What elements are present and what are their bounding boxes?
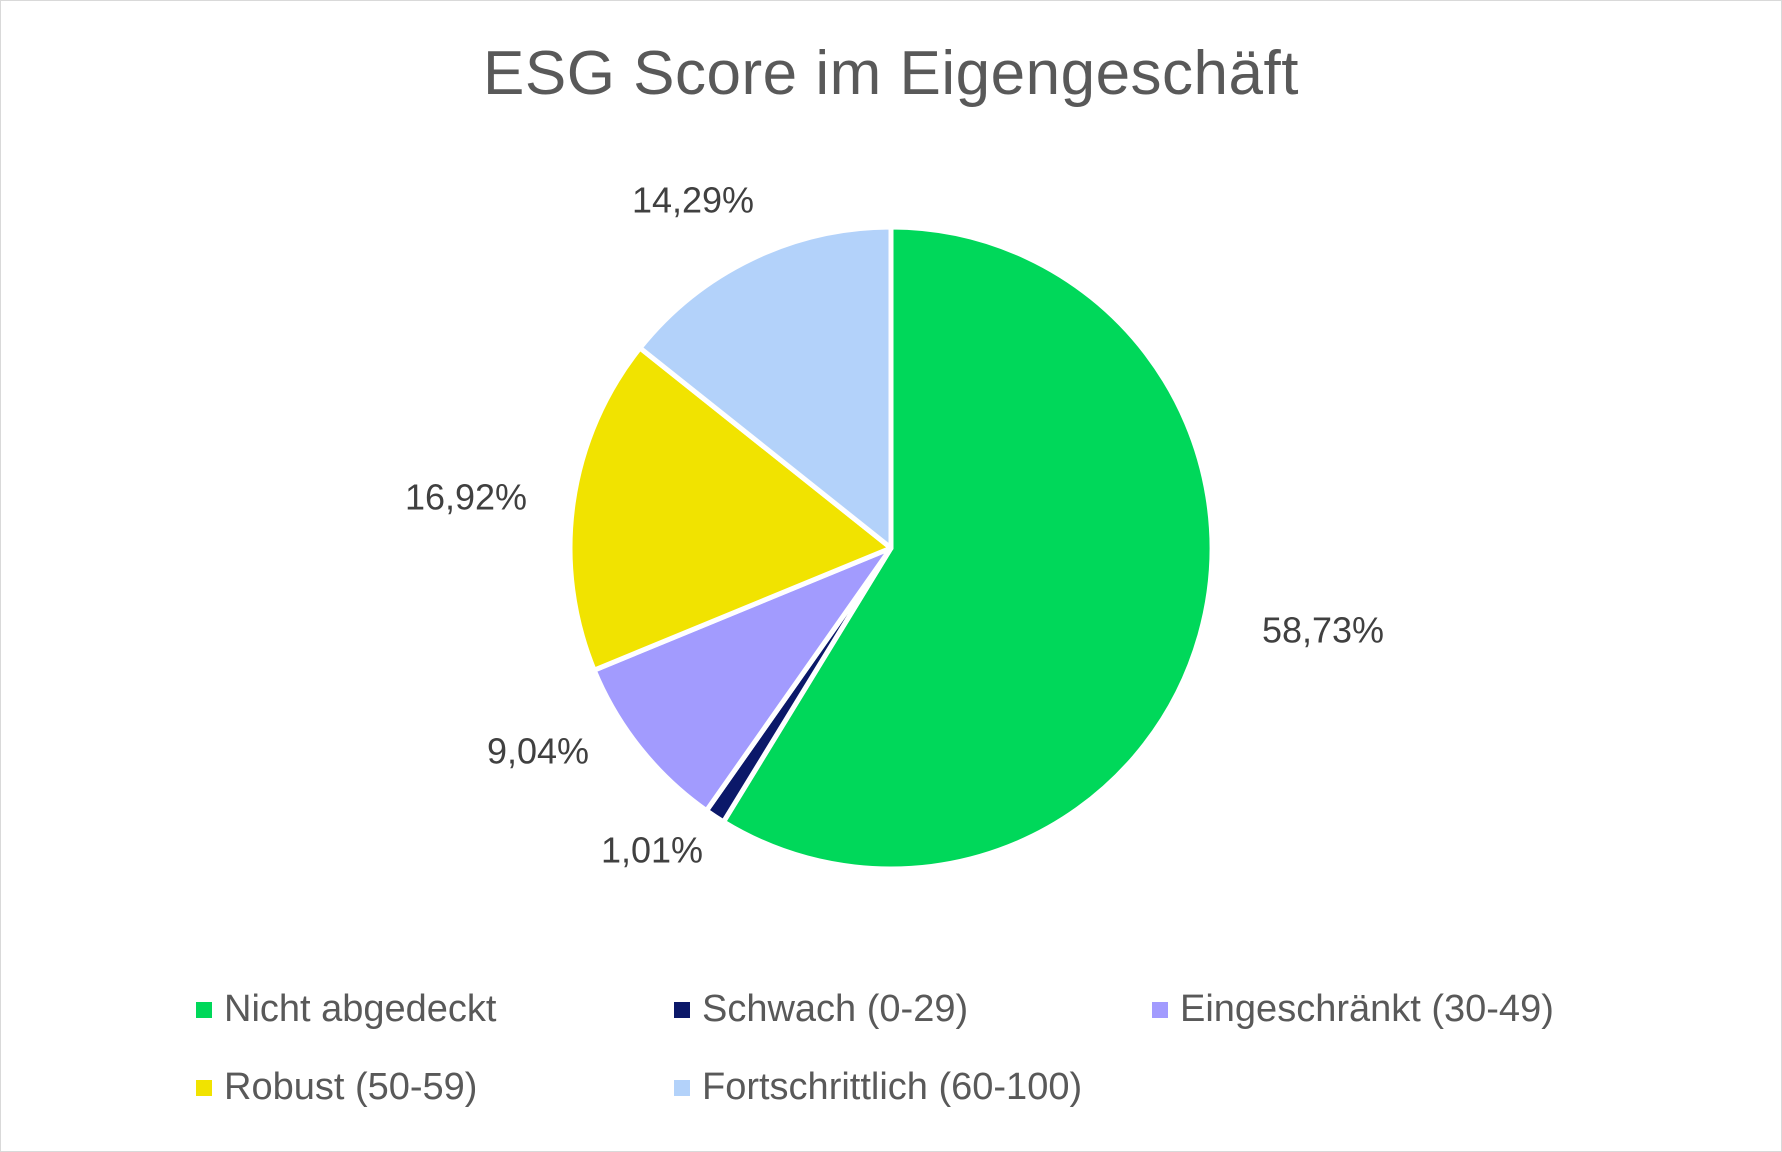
data-label-eingeschrankt-30-49: 9,04% bbox=[487, 731, 589, 772]
pie-slice-robust-50-59 bbox=[567, 345, 894, 673]
chart-title: ESG Score im Eigengeschäft bbox=[483, 39, 1299, 108]
data-label-schwach-0-29: 1,01% bbox=[601, 830, 703, 871]
data-label-nicht-abgedeckt: 58,73% bbox=[1262, 610, 1384, 651]
pie-data-labels: 58,73% 1,01% 9,04% 16,92% 14,29% bbox=[405, 180, 1384, 871]
pie-slice-nicht-abgedeckt bbox=[721, 224, 1215, 872]
pie-slice-fortschrittlich-60-100 bbox=[637, 224, 894, 551]
data-label-robust-50-59: 16,92% bbox=[405, 477, 527, 518]
pie-slices bbox=[567, 224, 1215, 872]
pie-slice-eingeschrankt-30-49 bbox=[591, 545, 894, 814]
data-label-fortschrittlich-60-100: 14,29% bbox=[632, 180, 754, 221]
